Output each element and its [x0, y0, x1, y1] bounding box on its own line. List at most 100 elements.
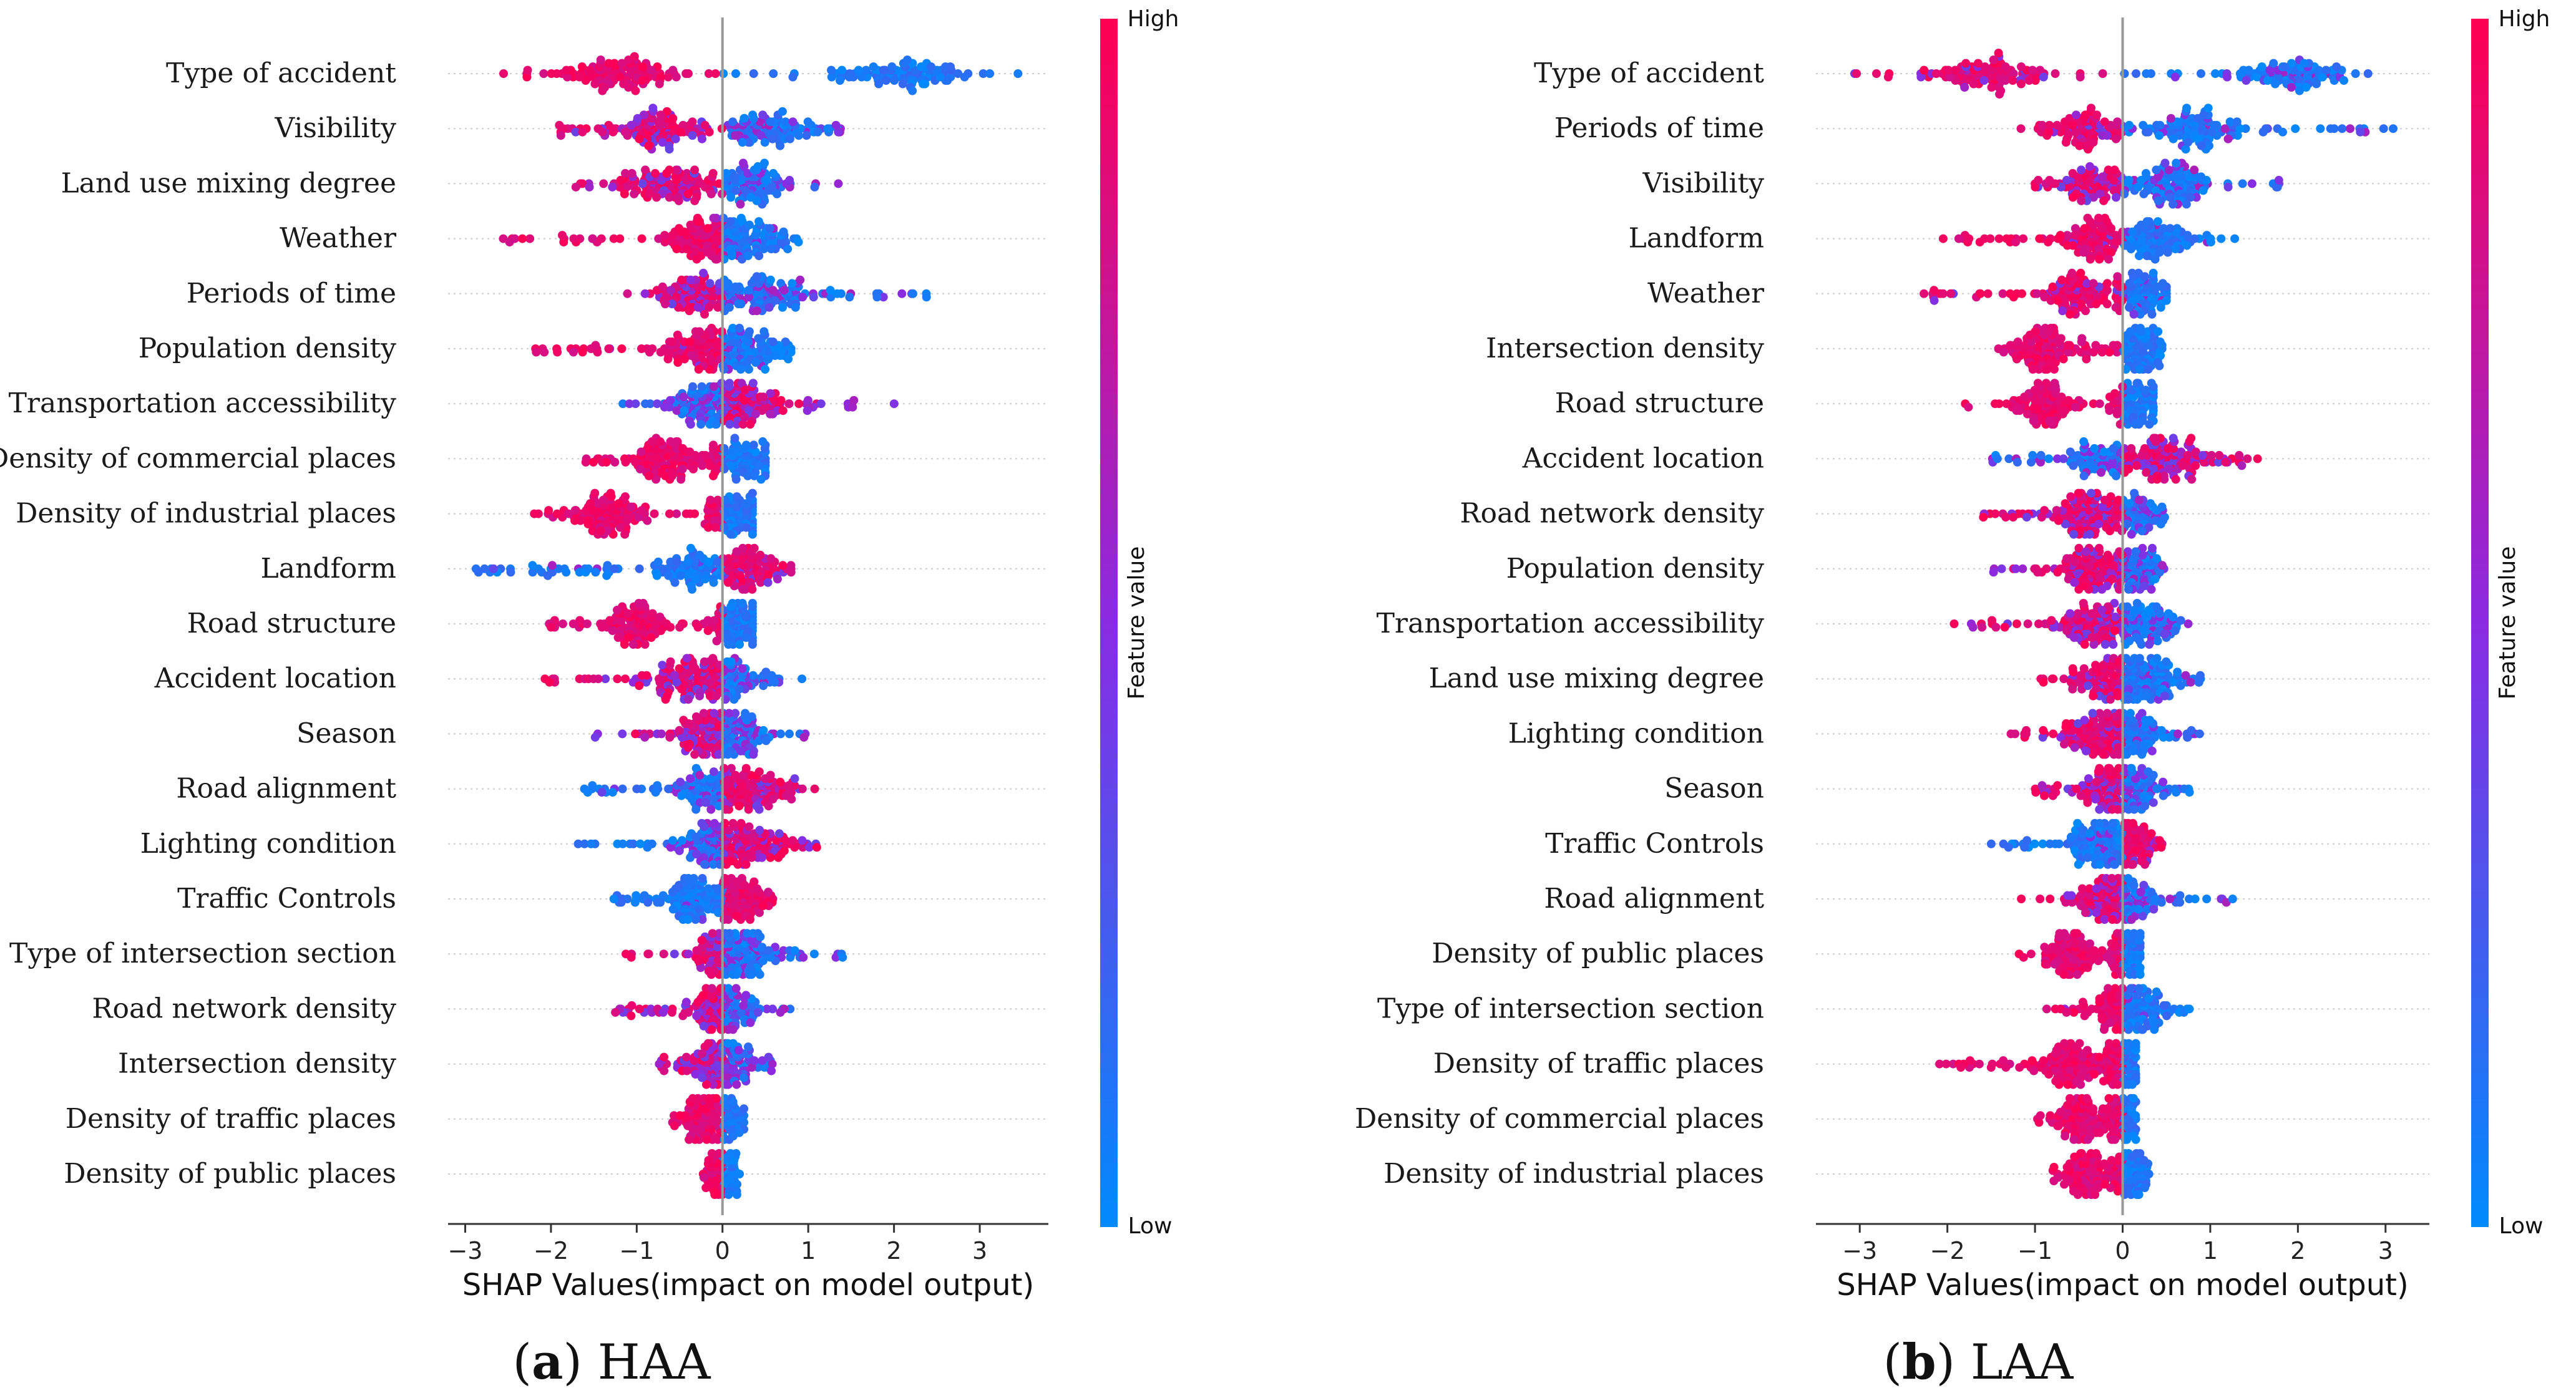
shap-point — [783, 245, 793, 254]
shap-point — [712, 636, 721, 646]
shap-point — [738, 543, 748, 553]
shap-point — [738, 664, 747, 673]
shap-point — [671, 884, 680, 893]
shap-point — [724, 379, 734, 388]
shap-point — [2223, 182, 2233, 192]
shap-point — [637, 506, 646, 515]
shap-point — [2167, 114, 2175, 123]
shap-point — [665, 732, 675, 742]
shap-point — [543, 571, 552, 580]
shap-point — [731, 282, 740, 291]
shap-point — [700, 657, 709, 666]
shap-point — [748, 585, 757, 594]
shap-point — [713, 557, 722, 566]
shap-point — [2092, 110, 2101, 120]
shap-point — [678, 444, 688, 453]
shap-point — [665, 145, 674, 154]
shap-point — [656, 729, 666, 739]
shap-point — [2339, 76, 2348, 85]
shap-point — [755, 825, 764, 835]
shap-point — [688, 1094, 697, 1103]
shap-point — [2087, 104, 2095, 113]
shap-point — [600, 83, 609, 92]
x-tick-label: 1 — [801, 1237, 816, 1264]
shap-point — [751, 447, 760, 457]
shap-point — [2160, 158, 2170, 168]
shap-point — [759, 681, 768, 691]
x-axis: −3 −2 −1 0 1 2 3 — [447, 1223, 1048, 1264]
shap-point — [731, 984, 741, 993]
shap-point — [760, 158, 769, 168]
shap-point — [908, 86, 917, 95]
shap-point — [726, 530, 735, 539]
shap-point — [758, 437, 768, 446]
shap-point — [2211, 69, 2220, 78]
shap-point — [766, 554, 776, 563]
shap-point — [2107, 224, 2115, 233]
shap-point — [759, 245, 769, 254]
shap-point — [2035, 234, 2044, 243]
shap-point — [684, 1007, 693, 1017]
shap-point — [832, 289, 842, 298]
shap-point — [749, 543, 759, 553]
shap-point — [723, 578, 733, 587]
shap-point — [621, 457, 630, 467]
shap-point — [802, 131, 811, 140]
shap-point — [658, 138, 667, 147]
shap-point — [1920, 66, 1929, 75]
shap-point — [633, 114, 642, 123]
shap-point — [703, 1039, 713, 1048]
shap-point — [602, 457, 611, 467]
shap-point — [785, 134, 794, 143]
shap-point — [656, 110, 665, 120]
shap-point — [699, 1021, 708, 1031]
shap-point — [740, 413, 749, 422]
shap-point — [726, 217, 734, 226]
shap-point — [637, 344, 646, 353]
shap-point — [701, 450, 710, 460]
x-axis-title: SHAP Values(impact on model output) — [462, 1268, 1034, 1303]
shap-point — [577, 62, 587, 71]
shap-point — [728, 117, 738, 127]
shap-point — [2139, 189, 2149, 198]
shap-point — [617, 59, 627, 68]
shap-point — [736, 200, 745, 209]
shap-point — [732, 1190, 741, 1199]
shap-point — [2075, 141, 2084, 150]
shap-point — [690, 750, 700, 759]
shap-point — [790, 774, 799, 784]
shap-point — [650, 509, 659, 518]
shap-point — [2312, 79, 2321, 89]
shap-point — [823, 124, 832, 133]
shap-point — [620, 189, 629, 198]
shap-point — [708, 929, 717, 938]
shap-point — [675, 1111, 685, 1120]
shap-point — [655, 437, 665, 446]
shap-point — [854, 66, 863, 75]
shap-point — [749, 471, 759, 480]
shap-point — [766, 275, 775, 284]
shap-point — [752, 196, 761, 205]
shap-point — [650, 168, 660, 178]
shap-point — [685, 337, 695, 346]
shap-point — [2190, 165, 2199, 175]
shap-point — [2111, 193, 2120, 202]
shap-point — [1938, 234, 1948, 243]
shap-point — [741, 440, 751, 450]
shap-point — [741, 709, 750, 718]
shap-point — [738, 599, 747, 608]
shap-point — [2170, 72, 2180, 82]
shap-point — [869, 62, 878, 71]
shap-point — [2070, 231, 2079, 240]
feature-label: Traffic Controls — [177, 883, 396, 915]
shap-point — [716, 1025, 726, 1034]
shap-point — [618, 729, 627, 739]
shap-point — [731, 69, 740, 78]
shap-point — [755, 970, 764, 979]
shap-point — [2271, 79, 2280, 89]
shap-point — [2045, 175, 2054, 185]
shap-point — [655, 79, 664, 89]
shap-point — [2338, 124, 2347, 133]
shap-point — [766, 389, 775, 398]
